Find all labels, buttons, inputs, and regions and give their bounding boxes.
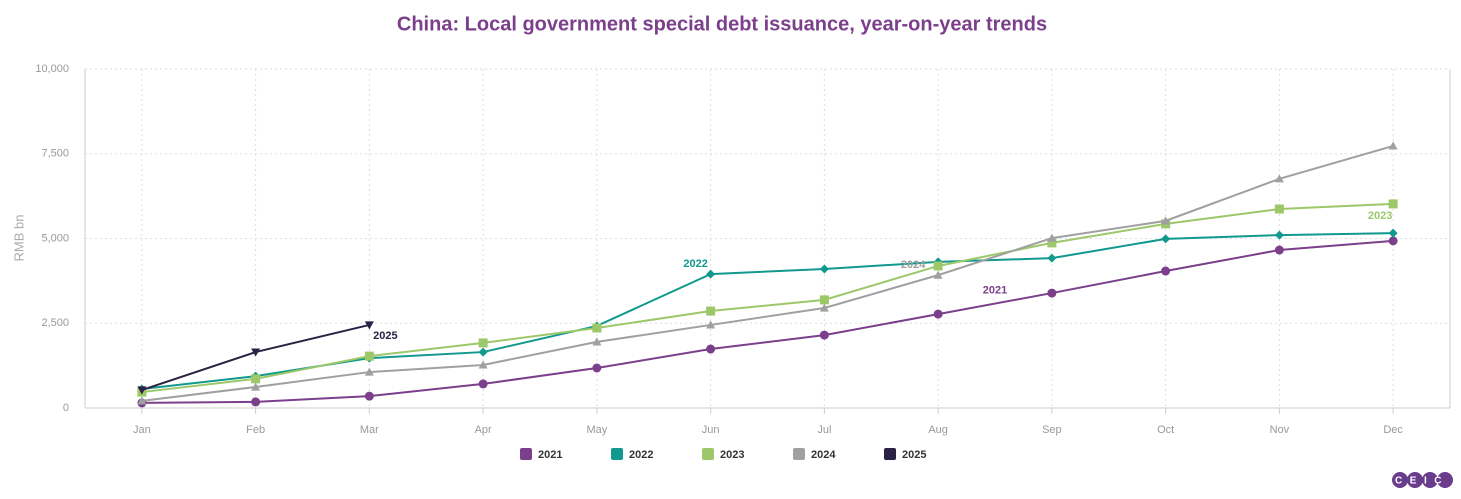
x-tick-label: Feb [246, 424, 265, 436]
data-point [1388, 141, 1398, 150]
data-point [1388, 199, 1398, 209]
series-line [141, 239, 1394, 404]
data-point [706, 344, 716, 354]
legend-label: 2023 [720, 449, 744, 461]
x-tick-label: Oct [1157, 424, 1174, 436]
data-point [478, 379, 488, 389]
y-tick-label: 0 [63, 402, 69, 414]
legend-label: 2025 [902, 449, 926, 461]
x-tick-label: Dec [1383, 424, 1403, 436]
legend-swatch [793, 448, 805, 460]
data-point [1047, 288, 1057, 298]
data-point [819, 303, 829, 312]
chart-title: China: Local government special debt iss… [397, 13, 1047, 35]
x-tick-label: Sep [1042, 424, 1062, 436]
legend-swatch [520, 448, 532, 460]
legend-swatch [702, 448, 714, 460]
legend-label: 2024 [811, 449, 836, 461]
x-tick-label: Jun [702, 424, 720, 436]
data-point [706, 306, 716, 316]
data-point [706, 320, 716, 329]
data-point [251, 382, 261, 391]
series-line [141, 144, 1394, 402]
data-point [251, 374, 261, 384]
data-point [137, 396, 147, 405]
data-point [1388, 236, 1398, 246]
logo: CEIC [1392, 472, 1453, 488]
data-point [364, 367, 374, 376]
logo-text: CEIC [1395, 476, 1449, 487]
y-tick-label: 10,000 [35, 63, 69, 75]
y-tick-label: 2,500 [41, 317, 69, 329]
data-point [1161, 234, 1171, 244]
data-point [1161, 266, 1171, 276]
data-point [592, 337, 602, 346]
data-point [1274, 174, 1284, 183]
data-point [1274, 204, 1284, 214]
series-line [141, 202, 1394, 394]
x-tick-label: Mar [360, 424, 379, 436]
y-tick-label: 7,500 [41, 148, 69, 160]
legend-swatch [884, 448, 896, 460]
series-label: 2021 [983, 284, 1007, 296]
x-tick-label: Aug [928, 424, 948, 436]
logo-dot [1422, 472, 1438, 488]
data-point [1388, 228, 1398, 238]
data-point [706, 269, 716, 279]
data-point [251, 348, 261, 357]
data-point [1047, 253, 1057, 263]
legend-label: 2022 [629, 449, 653, 461]
logo-dot [1407, 472, 1423, 488]
logo-dot [1392, 472, 1408, 488]
data-point [478, 338, 488, 348]
series-label: 2022 [683, 258, 707, 270]
data-point [819, 264, 829, 274]
data-point [592, 363, 602, 373]
series-label: 2023 [1368, 210, 1392, 222]
x-tick-label: Jan [133, 424, 151, 436]
data-point [933, 270, 943, 279]
y-tick-label: 5,000 [41, 232, 69, 244]
data-point [1274, 245, 1284, 255]
data-point [819, 330, 829, 340]
legend-swatch [611, 448, 623, 460]
series-line [141, 232, 1394, 391]
legend-label: 2021 [538, 449, 562, 461]
data-point [364, 351, 374, 361]
logo-dot [1437, 472, 1453, 488]
data-point [592, 323, 602, 333]
data-point [819, 295, 829, 305]
data-point [364, 321, 374, 330]
x-tick-label: Nov [1270, 424, 1290, 436]
data-point [1274, 230, 1284, 240]
series-label: 2025 [373, 330, 397, 342]
data-point [1161, 216, 1171, 225]
data-point [1047, 233, 1057, 242]
data-point [251, 397, 261, 407]
data-point [933, 309, 943, 319]
data-point [137, 386, 147, 395]
data-point [364, 391, 374, 401]
x-tick-label: Apr [475, 424, 492, 436]
x-tick-label: May [586, 424, 607, 436]
data-point [933, 261, 943, 271]
x-tick-label: Jul [817, 424, 831, 436]
data-point [478, 347, 488, 357]
data-point [478, 360, 488, 369]
data-point [1047, 238, 1057, 248]
y-axis-label: RMB bn [11, 215, 26, 262]
series-label: 2024 [901, 259, 926, 271]
